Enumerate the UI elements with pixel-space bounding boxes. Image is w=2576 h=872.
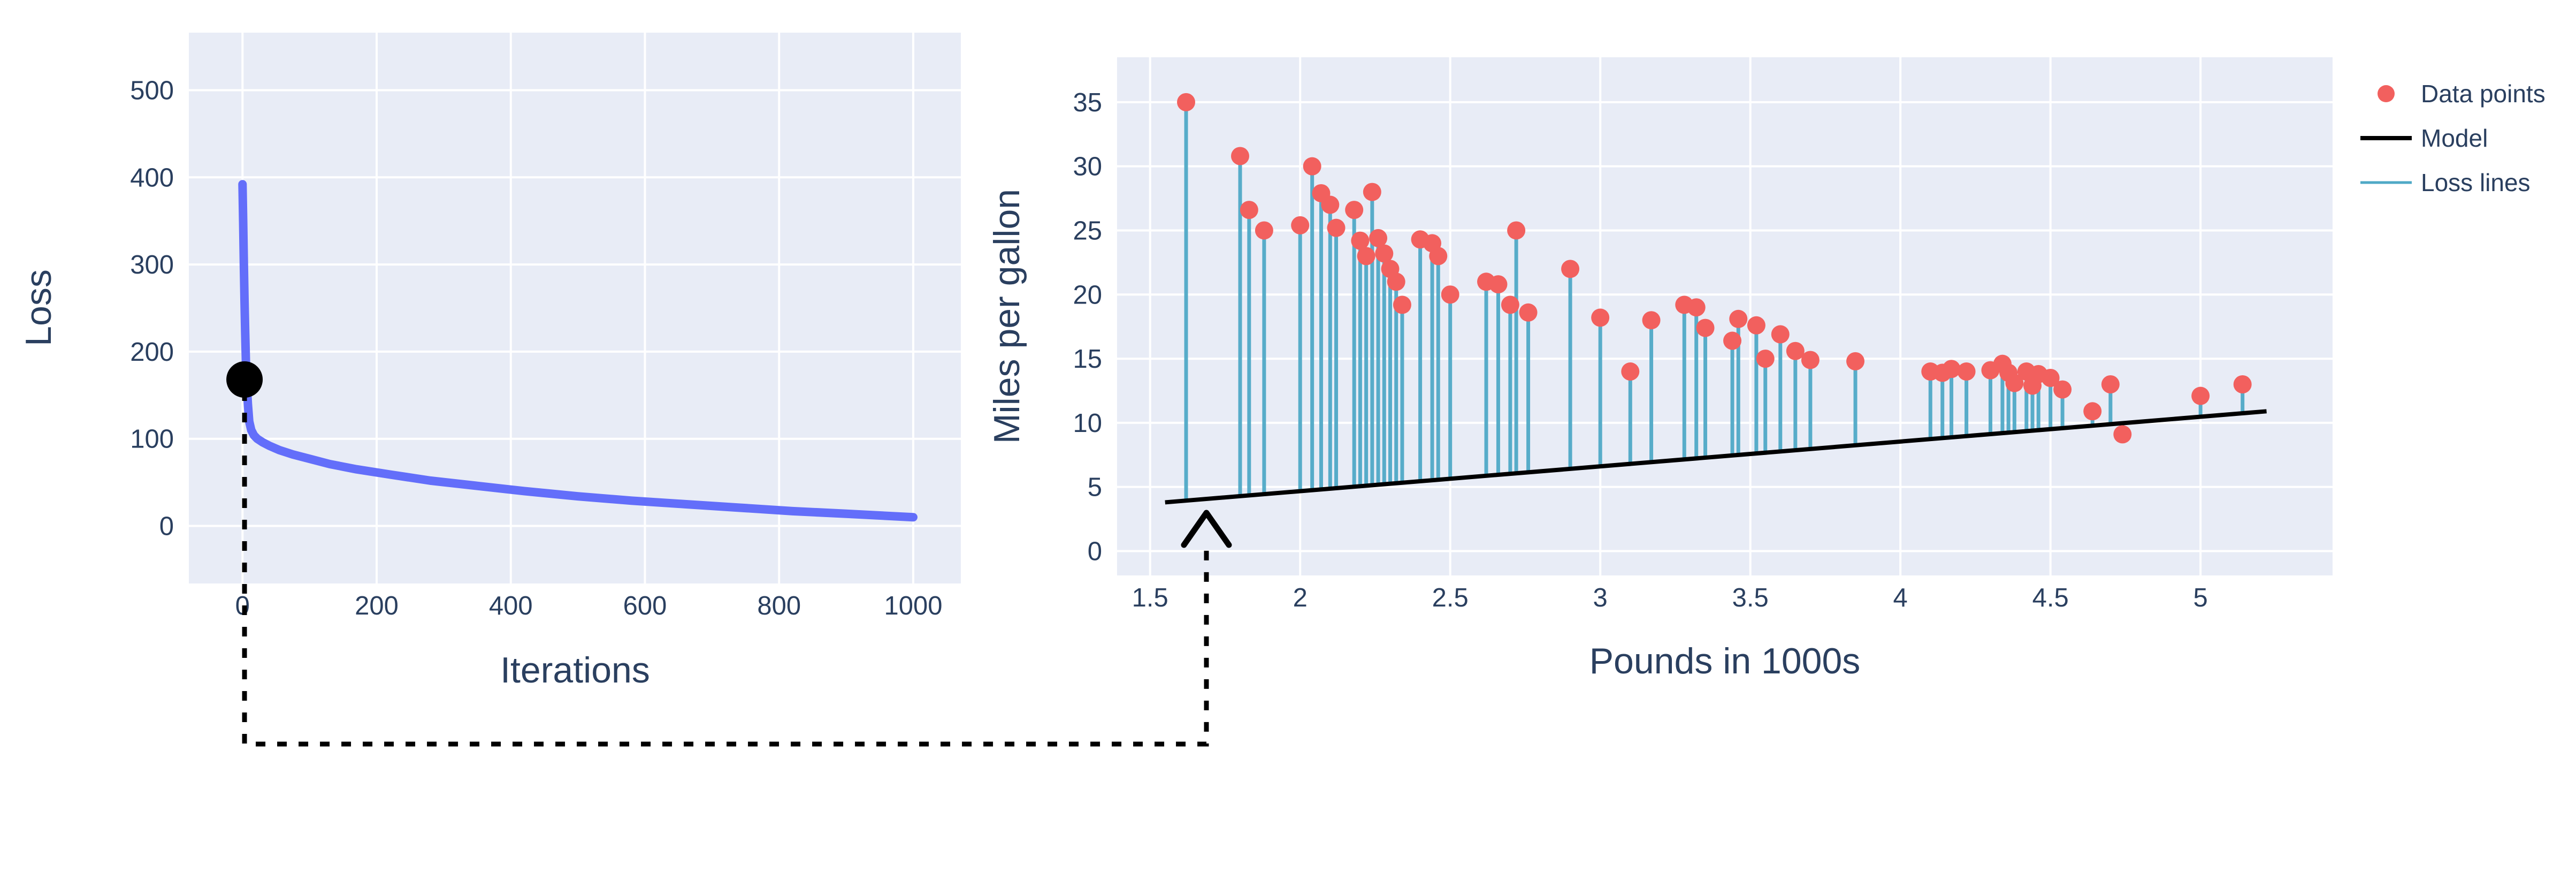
data-point [2053, 380, 2072, 399]
x-tick-label: 3 [1593, 583, 1608, 612]
y-tick-label: 5 [1088, 473, 1102, 502]
data-point [1489, 275, 1508, 294]
data-point [1801, 351, 1820, 369]
current-iteration-marker [226, 361, 263, 398]
y-tick-label: 0 [159, 512, 174, 541]
data-point [1240, 201, 1258, 219]
data-point [1255, 221, 1273, 240]
connector-dashed-line [242, 391, 1209, 747]
data-point [1393, 295, 1411, 314]
x-tick-label: 5 [2193, 583, 2208, 612]
model-line [1165, 409, 2267, 505]
data-point [1942, 360, 1961, 378]
data-point [1375, 244, 1394, 263]
legend-loss-lines-label: Loss lines [2421, 169, 2531, 196]
legend-model-label: Model [2421, 124, 2488, 152]
x-tick-label: 2.5 [1432, 583, 1469, 612]
data-point [1561, 260, 1580, 278]
data-point [1369, 229, 1388, 247]
data-point [1429, 247, 1448, 266]
data-point [1747, 316, 1765, 335]
x-tick-label: 1.5 [1132, 583, 1168, 612]
x-tick-label: 2 [1293, 583, 1308, 612]
data-point [1756, 350, 1775, 368]
data-point [1291, 216, 1310, 234]
legend-data-points-label: Data points [2421, 80, 2546, 108]
data-point [1621, 362, 1640, 381]
data-point [1363, 183, 1381, 201]
data-point [1327, 218, 1346, 237]
data-point [2083, 402, 2102, 421]
connector-arrowhead [1181, 510, 1232, 548]
y-tick-label: 400 [130, 163, 174, 192]
data-point [2005, 374, 2024, 392]
data-point [1957, 362, 1976, 381]
pounds-x-axis-title: Pounds in 1000s [1589, 641, 1861, 681]
x-tick-label: 4 [1893, 583, 1908, 612]
data-point [1357, 247, 1375, 266]
data-point [1519, 303, 1538, 322]
data-point [1696, 319, 1715, 337]
data-point [1507, 221, 1526, 240]
data-point [2191, 386, 2210, 405]
legend-data-points-swatch [2378, 85, 2395, 102]
mpg-y-axis-title: Miles per gallon [987, 189, 1027, 444]
loss-plot-area [189, 33, 961, 583]
data-point [1687, 298, 1706, 317]
data-point [1723, 331, 1742, 350]
y-tick-label: 30 [1073, 153, 1102, 181]
data-point [1351, 231, 1370, 250]
data-point [2101, 375, 2120, 393]
x-tick-label: 400 [489, 592, 533, 620]
x-tick-label: 800 [757, 592, 801, 620]
x-tick-label: 1000 [884, 592, 942, 620]
data-point [1387, 272, 1405, 291]
data-point [1177, 93, 1196, 111]
x-tick-label: 600 [623, 592, 667, 620]
y-tick-label: 35 [1073, 88, 1102, 117]
data-point [2113, 425, 2132, 444]
data-point [2041, 369, 2060, 388]
loss-x-axis-title: Iterations [500, 650, 650, 691]
data-point [1729, 309, 1748, 328]
data-point [1441, 285, 1459, 304]
legend: Data points Model Loss lines [2360, 80, 2546, 196]
y-tick-label: 15 [1073, 345, 1102, 374]
iteration-to-model-connector [242, 391, 1232, 747]
y-tick-label: 200 [130, 338, 174, 367]
loss-y-axis-title: Loss [18, 269, 59, 346]
model-fit-chart: 1.5 2 2.5 3 3.5 4 4.5 5 0 5 10 15 20 25 30 35 Miles per… [987, 57, 2546, 681]
data-point [1231, 147, 1250, 165]
data-point [1303, 157, 1321, 176]
y-tick-label: 0 [1088, 537, 1102, 566]
data-point [1345, 201, 1364, 219]
y-tick-label: 100 [130, 425, 174, 454]
y-tick-label: 20 [1073, 280, 1102, 309]
y-tick-label: 500 [130, 76, 174, 105]
y-tick-label: 25 [1073, 216, 1102, 245]
data-point [1501, 295, 1519, 314]
data-point [2233, 375, 2252, 393]
y-tick-label: 10 [1073, 409, 1102, 438]
y-tick-label: 300 [130, 251, 174, 279]
data-point [1771, 325, 1790, 344]
x-tick-label: 3.5 [1732, 583, 1769, 612]
data-point [1642, 311, 1661, 330]
data-point [1786, 342, 1805, 360]
x-tick-label: 200 [355, 592, 399, 620]
loss-curve-line [238, 180, 918, 522]
data-point [1846, 352, 1865, 370]
data-point [1321, 195, 1340, 214]
x-tick-label: 4.5 [2032, 583, 2069, 612]
data-point [1591, 308, 1610, 327]
